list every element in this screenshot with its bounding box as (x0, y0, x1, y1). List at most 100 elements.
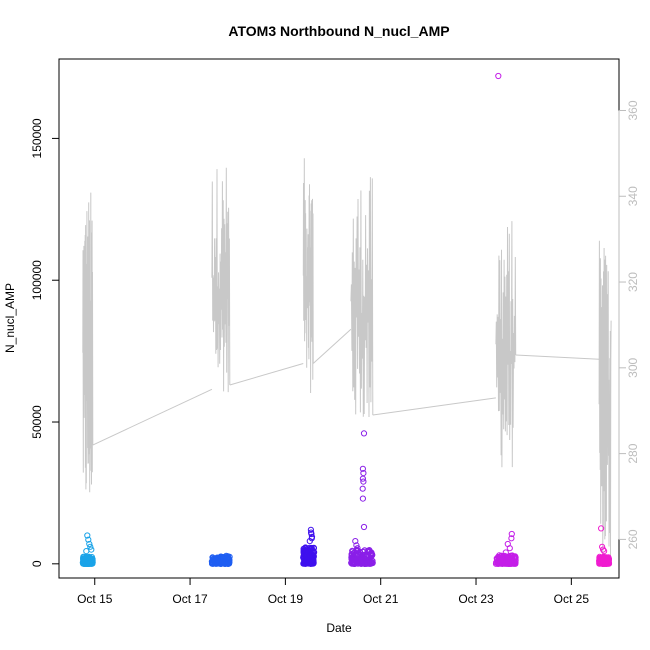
x-axis-title: Date (326, 621, 352, 635)
data-point (503, 560, 510, 567)
data-point (353, 542, 360, 549)
line-connector (229, 363, 304, 386)
data-point (350, 552, 357, 560)
data-point (512, 553, 519, 560)
data-point (494, 560, 502, 567)
y-tick-label: 150000 (30, 118, 44, 158)
y2-tick-label: 280 (626, 443, 640, 463)
line-connector (372, 397, 496, 416)
series-4 (348, 430, 376, 567)
data-point (88, 557, 95, 564)
data-point (506, 545, 513, 552)
y-tick-label: 50000 (30, 405, 44, 439)
data-point (307, 526, 314, 533)
chart-title: ATOM3 Northbound N_nucl_AMP (228, 23, 449, 39)
data-point (85, 536, 92, 543)
data-point (498, 552, 505, 560)
y2-tick-label: 320 (626, 272, 640, 292)
line-segment (302, 158, 314, 394)
series-1 (79, 532, 96, 567)
data-point (214, 556, 221, 563)
data-point (226, 559, 233, 566)
y-tick-label: 100000 (30, 260, 44, 300)
data-point (308, 530, 315, 538)
y-axis-left: 0 50000 100000 150000 (30, 118, 60, 567)
data-point (85, 559, 92, 566)
data-point (495, 556, 502, 564)
data-point (596, 557, 603, 564)
series-3 (300, 526, 318, 567)
data-point (502, 549, 509, 556)
data-point (359, 475, 366, 482)
data-point (605, 560, 613, 567)
y2-tick-label: 300 (626, 357, 640, 377)
data-point (359, 465, 366, 472)
line-segment (211, 167, 231, 393)
x-tick-label: Oct 23 (458, 592, 494, 606)
series-6 (596, 525, 613, 567)
data-point (355, 556, 363, 563)
data-point (212, 557, 219, 564)
line-connector (92, 388, 213, 446)
data-point (87, 543, 94, 550)
y-tick-label: 0 (30, 560, 44, 567)
line-segment (598, 240, 612, 566)
data-point (501, 559, 508, 566)
data-point (354, 545, 361, 552)
line-segment (350, 177, 374, 418)
y2-tick-label: 260 (626, 529, 640, 549)
x-tick-label: Oct 15 (77, 592, 113, 606)
y-axis-right: 260 280 300 320 340 360 (618, 100, 640, 549)
data-point (84, 532, 91, 539)
data-point (217, 560, 224, 567)
x-axis: Oct 15 Oct 17 Oct 19 Oct 21 Oct 23 Oct 25 (77, 577, 590, 606)
data-point (508, 530, 515, 538)
data-point (224, 553, 232, 560)
data-point (86, 540, 93, 548)
line-connector (515, 354, 600, 360)
data-point (306, 538, 313, 545)
data-point (83, 548, 90, 555)
data-point (602, 558, 609, 565)
data-point (510, 554, 518, 561)
data-point (304, 558, 311, 565)
data-point (508, 535, 515, 542)
data-point (359, 485, 366, 492)
data-point (309, 547, 316, 554)
data-point (363, 551, 370, 559)
point-layer (79, 72, 613, 567)
y2-tick-label: 340 (626, 186, 640, 206)
series-5 (492, 72, 519, 567)
x-tick-label: Oct 21 (363, 592, 399, 606)
series-2 (208, 552, 233, 567)
data-point (360, 478, 367, 485)
data-point (495, 72, 502, 80)
data-point (303, 550, 310, 557)
line-connector (312, 328, 352, 364)
data-point (366, 557, 373, 564)
data-point (360, 430, 368, 437)
data-point (360, 523, 368, 531)
x-tick-label: Oct 25 (554, 592, 590, 606)
data-point (359, 495, 366, 502)
x-tick-label: Oct 19 (268, 592, 304, 606)
data-point (352, 538, 359, 545)
data-point (81, 557, 88, 565)
y2-tick-label: 360 (626, 100, 640, 120)
x-tick-label: Oct 17 (172, 592, 208, 606)
data-point (507, 559, 514, 566)
data-point (601, 548, 608, 555)
data-point (310, 553, 317, 560)
data-point (218, 559, 225, 567)
line-layer (82, 158, 612, 566)
data-point (305, 552, 312, 559)
plot-frame (58, 58, 620, 579)
data-point (82, 554, 89, 561)
data-point (598, 525, 605, 532)
data-point (350, 550, 357, 557)
line-segment (495, 221, 517, 468)
y-axis-title: N_nucl_AMP (3, 283, 17, 353)
data-point (600, 546, 607, 553)
